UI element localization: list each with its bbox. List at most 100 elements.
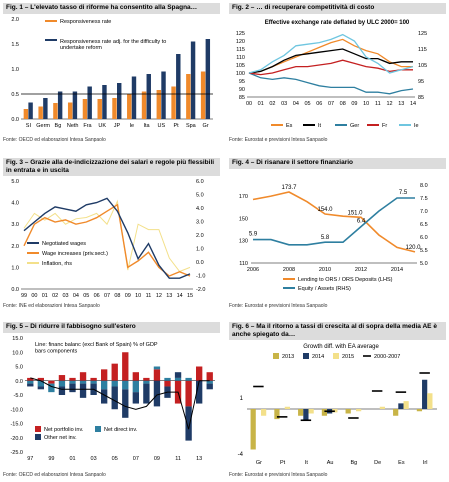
line-Es <box>248 38 413 74</box>
chart-title-line2: bars components <box>35 349 77 355</box>
bar-2-09 <box>153 380 161 407</box>
x-tick-label: 04 <box>293 101 299 107</box>
legend-adj-line2: undertake reform <box>60 45 102 51</box>
legend-rate-label: Responsiveness rate <box>60 19 111 25</box>
bar-1-12 <box>185 377 192 381</box>
x-tick-label: 06 <box>316 101 322 107</box>
bar-2-07 <box>132 392 139 404</box>
y-left-tick-label: 85 <box>239 95 245 101</box>
legend-2-label: 2015 <box>342 354 354 360</box>
y-right-tick-label: 0.0 <box>196 260 204 266</box>
x-tick-label: 01 <box>42 293 48 299</box>
bar-1-Es <box>398 403 404 409</box>
y-tick-label: 0.5 <box>11 92 19 98</box>
x-tick-label: Ita <box>143 123 150 129</box>
fig3-panel: Fig. 3 – Grazie alla de-indicizzazione d… <box>3 158 220 310</box>
bar-1-00 <box>58 380 66 387</box>
bar-1-02 <box>79 380 87 384</box>
x-tick-label: 2012 <box>355 267 367 273</box>
y-right-tick-label: 105 <box>418 63 427 69</box>
bar-1-03 <box>90 380 97 384</box>
fig1-title: Fig. 1 – L'elevato tasso di riforme ha c… <box>3 3 220 14</box>
x-tick-label: 09 <box>351 101 357 107</box>
bar-2-08 <box>143 383 150 404</box>
fig3-source: Fonte: INE ed elaborazioni Intesa Sanpao… <box>3 303 100 309</box>
legend-It-label: It <box>318 123 322 129</box>
x-tick-label: Irl <box>423 460 428 466</box>
fig6-title: Fig. 6 – Ma il ritorno a tassi di cresci… <box>229 322 446 340</box>
y-left-tick-label: 2.0 <box>11 244 19 250</box>
bar-1-08 <box>143 380 150 384</box>
bar-2-It <box>308 409 314 414</box>
x-tick-label: 09 <box>125 293 131 299</box>
y-tick-label: -5.0 <box>14 393 23 399</box>
y-left-tick-label: 105 <box>236 63 245 69</box>
y-right-tick-label: 1.0 <box>196 247 204 253</box>
legend-adj-line1: Responsiveness rate adj. for the difficu… <box>60 39 166 45</box>
y-left-tick-label: 1.0 <box>11 265 19 271</box>
x-tick-label: 12 <box>387 101 393 107</box>
y-left-tick-label: 95 <box>239 79 245 85</box>
x-tick-label: Es <box>398 460 405 466</box>
y-left-tick-label: 4.0 <box>11 201 19 207</box>
y-left-tick-label: 115 <box>236 47 245 53</box>
legend-0-swatch <box>273 353 279 359</box>
x-tick-label: 07 <box>328 101 334 107</box>
bar-2-De <box>379 406 385 409</box>
bar-rate-UK <box>97 99 102 119</box>
data-label: 151.0 <box>347 210 363 216</box>
x-tick-label: 05 <box>112 456 118 462</box>
fig6-panel: Fig. 6 – Ma il ritorno a tassi di cresci… <box>229 322 446 480</box>
data-label: 5.9 <box>249 232 258 238</box>
y-left-tick-label: 100 <box>236 71 245 77</box>
x-tick-label: 97 <box>27 456 33 462</box>
bar-rate-JP <box>112 98 117 119</box>
y-right-tick-label: 7.5 <box>420 196 428 202</box>
y-left-tick-label: 90 <box>239 87 245 93</box>
bar-0-00 <box>58 375 66 381</box>
legend-2-label: Other net inv. <box>44 435 77 441</box>
bar-1-Irl <box>422 379 428 409</box>
y-tick-label: 1.0 <box>11 67 19 73</box>
bar-adj-SI <box>28 102 33 119</box>
bar-rate-Gr <box>200 71 206 119</box>
bar-0-12 <box>185 380 192 407</box>
fig2-panel: Fig. 2 – … di recuperare competitività d… <box>229 3 446 145</box>
x-tick-label: Ie <box>129 123 134 129</box>
data-label: 120.0 <box>405 245 421 251</box>
legend-2-label: Inflation, rhs <box>42 261 72 267</box>
y-tick-label: -15.0 <box>10 422 23 428</box>
x-tick-label: 08 <box>340 101 346 107</box>
bar-1-06 <box>122 380 129 390</box>
y-tick-label: 1 <box>240 396 244 402</box>
y-left-tick-label: 5.0 <box>11 179 19 185</box>
x-tick-label: 14 <box>177 293 183 299</box>
y-right-tick-label: 125 <box>418 31 427 37</box>
data-label: 6.4 <box>357 219 366 225</box>
legend-adj-label: Responsiveness rate adj. for the difficu… <box>60 39 166 51</box>
bar-0-Bg <box>345 409 351 414</box>
x-tick-label: Bg <box>351 460 358 466</box>
bar-1-09 <box>153 366 161 370</box>
bar-1-14 <box>206 380 213 384</box>
x-tick-label: Gr <box>203 123 209 129</box>
bar-0-14 <box>206 372 213 381</box>
x-tick-label: 09 <box>154 456 160 462</box>
fig6-source: Fonte: Eurostat e previsioni Intesa Sanp… <box>229 472 328 478</box>
bar-rate-SI <box>23 109 29 119</box>
bar-1-05 <box>111 380 118 387</box>
y-right-tick-label: 4.0 <box>196 206 204 212</box>
fig4-chart: 110 130 150 170 5.0 5.5 6.0 6.5 7.0 7.5 8.0 2006 200… <box>239 183 428 292</box>
x-tick-label: 2014 <box>391 267 403 273</box>
x-tick-label: Bg <box>55 123 62 129</box>
x-tick-label: UK <box>98 123 106 129</box>
y-right-tick-label: 5.0 <box>420 261 428 267</box>
bar-rate-Pt <box>171 86 176 119</box>
y-left-tick-label: 150 <box>239 216 248 222</box>
bar-1-11 <box>174 377 182 381</box>
x-tick-label: 99 <box>21 293 27 299</box>
x-tick-label: JP <box>114 123 121 129</box>
x-tick-label: Fra <box>83 123 92 129</box>
bar-rate-Bg <box>53 103 58 119</box>
bar-2-04 <box>101 389 108 404</box>
